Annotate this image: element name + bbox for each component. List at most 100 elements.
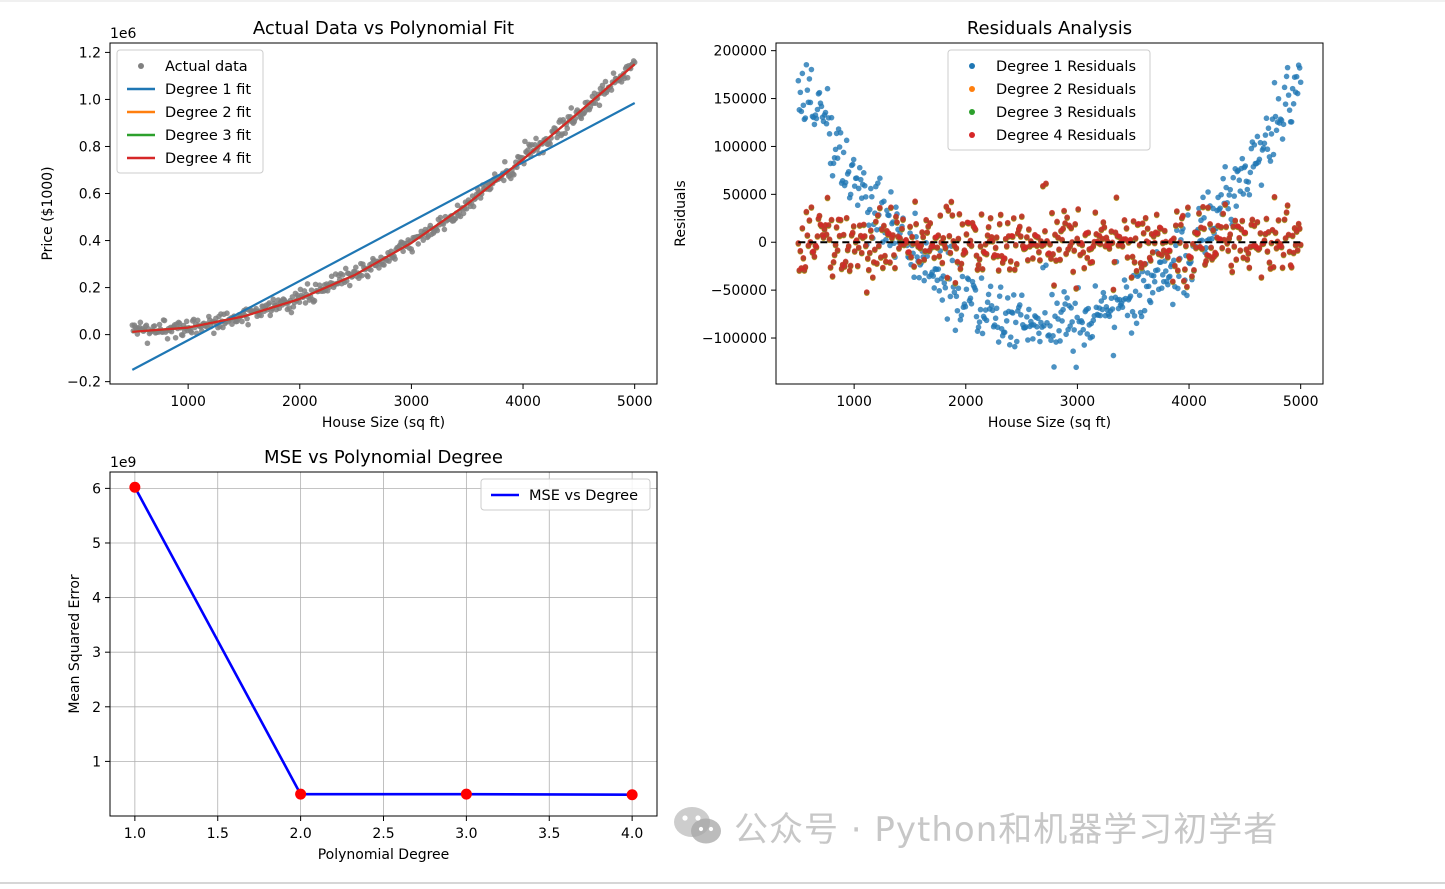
degree-4-residual-point bbox=[882, 252, 888, 259]
degree-4-residual-point bbox=[1270, 263, 1277, 270]
degree-4-residual-point bbox=[1113, 194, 1120, 200]
degree-4-residual-point bbox=[993, 234, 1000, 240]
degree-4-residual-point bbox=[1009, 233, 1016, 239]
degree-4-residual-point bbox=[972, 226, 979, 233]
degree-4-residual-point bbox=[1057, 256, 1063, 263]
wechat-icon bbox=[674, 807, 721, 844]
degree-4-residual-point bbox=[1071, 247, 1077, 254]
x-axis-label: Polynomial Degree bbox=[318, 847, 450, 863]
degree-4-residual-point bbox=[934, 244, 941, 250]
degree-1-residual-point bbox=[1063, 331, 1069, 338]
data-point bbox=[437, 214, 444, 221]
degree-4-residual-point bbox=[965, 220, 972, 226]
degree-4-residual-point bbox=[1213, 251, 1219, 257]
degree-1-residual-point bbox=[1273, 127, 1280, 134]
degree-4-residual-point bbox=[995, 267, 1002, 273]
degree-4-residual-point bbox=[953, 245, 960, 251]
degree-4-residual-point bbox=[1176, 256, 1182, 262]
degree-1-residual-point bbox=[985, 291, 992, 298]
degree-4-residual-point bbox=[940, 234, 947, 241]
degree-1-residual-point bbox=[1147, 299, 1154, 306]
degree-4-residual-point bbox=[994, 252, 1001, 259]
degree-1-residual-point bbox=[1128, 330, 1135, 336]
degree-1-residual-point bbox=[816, 89, 823, 96]
degree-1-residual-point bbox=[1073, 364, 1079, 371]
degree-4-residual-point bbox=[985, 223, 992, 230]
data-point bbox=[224, 310, 230, 317]
y-tick-label: 0.0 bbox=[79, 328, 101, 344]
data-point bbox=[562, 130, 569, 137]
data-point bbox=[267, 312, 274, 319]
degree-4-residual-point bbox=[957, 265, 964, 272]
degree-1-residual-point bbox=[916, 274, 922, 281]
degree-4-residual-point bbox=[868, 227, 874, 233]
legend-label: Degree 3 Residuals bbox=[996, 105, 1136, 121]
degree-4-residual-point bbox=[935, 232, 942, 238]
degree-4-residual-point bbox=[1072, 221, 1078, 227]
mse-point bbox=[295, 788, 307, 800]
top-divider bbox=[0, 0, 1445, 2]
degree-4-residual-point bbox=[1100, 219, 1107, 225]
degree-1-residual-point bbox=[832, 146, 839, 153]
degree-1-residual-point bbox=[957, 316, 964, 323]
data-point bbox=[533, 135, 539, 142]
degree-1-residual-point bbox=[988, 302, 995, 309]
degree-1-residual-point bbox=[1061, 288, 1067, 295]
degree-1-residual-point bbox=[1047, 323, 1053, 329]
degree-4-residual-point bbox=[1200, 203, 1206, 210]
degree-1-residual-point bbox=[850, 156, 857, 163]
degree-4-residual-point bbox=[877, 204, 883, 211]
degree-1-residual-point bbox=[1158, 285, 1165, 291]
degree-4-residual-point bbox=[1111, 258, 1118, 265]
data-point bbox=[400, 248, 406, 255]
degree-1-residual-point bbox=[1140, 277, 1147, 284]
data-point bbox=[244, 315, 250, 322]
degree-1-residual-point bbox=[803, 61, 810, 68]
data-point bbox=[365, 273, 371, 280]
degree-4-residual-point bbox=[1144, 225, 1151, 232]
degree-1-residual-point bbox=[1012, 319, 1019, 326]
mse-point bbox=[460, 788, 472, 800]
degree-1-residual-point bbox=[935, 266, 942, 272]
degree-4-residual-point bbox=[829, 273, 836, 279]
degree-1-residual-point bbox=[1030, 336, 1036, 342]
degree-1-residual-point bbox=[869, 193, 875, 200]
degree-1-residual-point bbox=[1004, 295, 1011, 301]
degree-4-residual-point bbox=[854, 262, 861, 269]
degree-1-residual-point bbox=[1010, 292, 1017, 298]
degree-1-residual-point bbox=[949, 257, 956, 264]
degree-4-residual-point bbox=[1210, 227, 1216, 233]
degree-4-residual-point bbox=[1018, 233, 1024, 239]
degree-1-residual-point bbox=[921, 277, 927, 284]
degree-1-residual-point bbox=[1080, 326, 1087, 333]
degree-4-residual-point bbox=[1173, 222, 1179, 228]
degree-4-residual-point bbox=[1233, 256, 1240, 263]
degree-4-residual-point bbox=[1191, 266, 1197, 273]
degree-1-residual-point bbox=[1222, 163, 1228, 170]
degree-4-residual-point bbox=[1074, 235, 1080, 242]
degree-4-residual-point bbox=[1271, 193, 1278, 200]
legend-box bbox=[480, 478, 651, 511]
data-point bbox=[376, 265, 382, 271]
degree-1-residual-point bbox=[1123, 284, 1130, 290]
data-point bbox=[194, 317, 201, 324]
degree-1-residual-point bbox=[813, 115, 820, 122]
degree-1-residual-point bbox=[806, 76, 813, 82]
data-point bbox=[463, 205, 470, 212]
degree-1-residual-point bbox=[1017, 302, 1023, 308]
degree-1-residual-point bbox=[975, 324, 982, 330]
degree-4-residual-point bbox=[1170, 278, 1176, 285]
degree-4-residual-point bbox=[1208, 244, 1214, 251]
degree-4-residual-point bbox=[1157, 225, 1164, 231]
degree-4-residual-point bbox=[1257, 230, 1264, 236]
degree-1-residual-point bbox=[1231, 193, 1238, 199]
degree-4-residual-point bbox=[888, 204, 894, 211]
degree-1-residual-point bbox=[888, 189, 894, 195]
degree-1-residual-point bbox=[797, 89, 804, 96]
degree-1-residual-point bbox=[1233, 203, 1240, 209]
degree-1-residual-point bbox=[818, 103, 825, 110]
data-point bbox=[161, 317, 168, 324]
degree-4-residual-point bbox=[1123, 225, 1130, 231]
degree-1-residual-point bbox=[1099, 306, 1106, 313]
degree-1-residual-point bbox=[1220, 175, 1226, 182]
